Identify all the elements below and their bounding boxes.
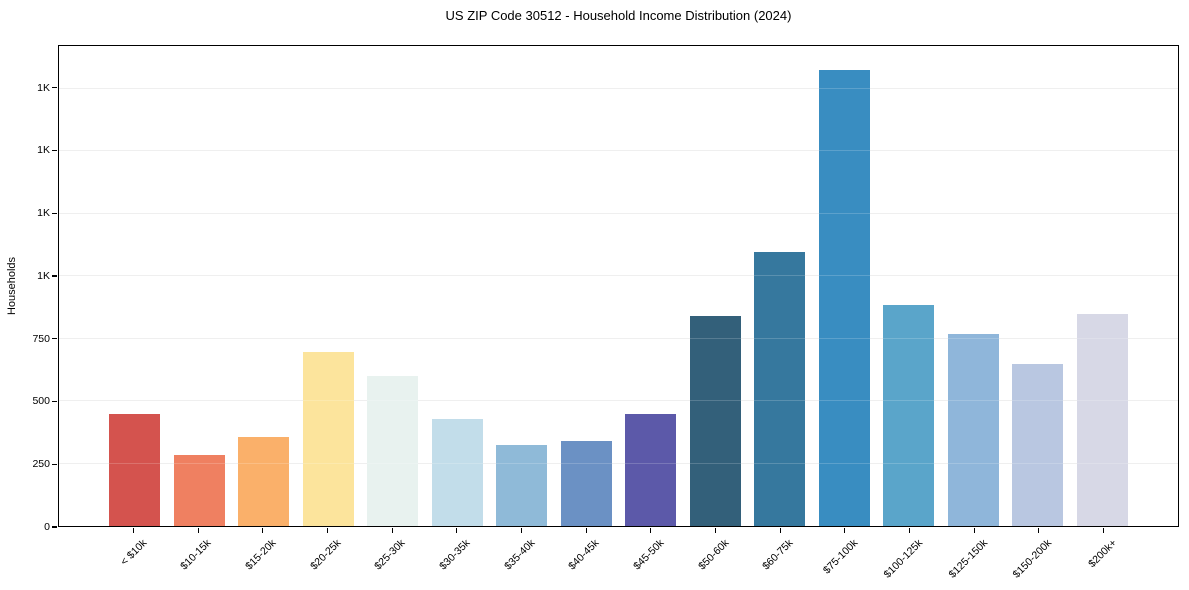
y-tick-mark — [52, 212, 57, 214]
x-tick-mark — [262, 528, 264, 533]
x-tick-mark — [779, 528, 781, 533]
y-tick-label: 1K — [37, 269, 50, 282]
chart-title: US ZIP Code 30512 - Household Income Dis… — [445, 8, 792, 23]
y-tick-mark — [52, 526, 57, 528]
bar — [689, 316, 741, 526]
x-tick-mark — [908, 528, 911, 533]
x-tick-mark — [1102, 528, 1105, 533]
x-tick-mark — [714, 528, 717, 533]
y-tick-mark — [52, 463, 57, 465]
y-tick-mark — [52, 87, 57, 89]
bar — [560, 441, 612, 526]
y-tick-mark — [52, 275, 57, 277]
bar — [818, 69, 870, 526]
x-tick-label: $15-20k — [243, 537, 279, 573]
x-tick-label: $125-150k — [946, 537, 990, 581]
gridline — [59, 462, 1178, 464]
y-tick-label: 250 — [32, 458, 50, 471]
x-tick-mark — [520, 528, 523, 533]
x-tick-label: $40-45k — [566, 537, 602, 573]
y-tick-label: 500 — [32, 395, 50, 408]
y-tick-mark — [52, 149, 57, 152]
x-tick-label: $30-35k — [437, 537, 473, 573]
y-tick-label: 1K — [37, 207, 50, 220]
y-tick-label: 750 — [32, 332, 50, 345]
x-tick-label: $45-50k — [631, 537, 667, 573]
x-tick-label: $10-15k — [178, 537, 214, 573]
x-tick-label: $75-100k — [820, 537, 861, 577]
y-tick-label: 1K — [37, 81, 50, 94]
gridline — [59, 150, 1178, 151]
x-tick-label: $150-200k — [1010, 537, 1055, 581]
x-tick-label: $50-60k — [695, 537, 731, 573]
y-tick-mark — [52, 338, 57, 340]
x-axis: < $10k $10-15k $15-20k $20-25k $25-30k $30-35… — [58, 527, 1179, 589]
gridline — [59, 337, 1178, 339]
y-tick-label: 0 — [44, 521, 50, 533]
x-tick-label: < $10k — [117, 537, 149, 568]
bar — [238, 437, 290, 526]
bar — [109, 413, 160, 526]
x-tick-mark — [1038, 528, 1040, 533]
x-tick-label: $100-125k — [881, 537, 925, 581]
bar — [1012, 363, 1064, 526]
x-tick-mark — [456, 528, 458, 533]
bar — [302, 352, 354, 526]
y-axis: 0 250 500 750 1K 1K 1K 1K — [0, 45, 50, 533]
x-tick-mark — [197, 528, 199, 533]
x-tick-mark — [844, 528, 846, 533]
bar — [625, 413, 677, 526]
y-tick-label: 1K — [37, 144, 50, 157]
bar — [431, 418, 483, 526]
bar — [1076, 313, 1128, 526]
bar — [496, 444, 548, 526]
y-tick-mark — [52, 400, 57, 403]
x-tick-mark — [326, 528, 329, 533]
bar — [947, 333, 999, 526]
x-tick-mark — [585, 528, 587, 533]
x-tick-label: $25-30k — [372, 537, 408, 573]
bar — [883, 304, 935, 526]
bar — [367, 376, 419, 526]
bar — [173, 454, 225, 526]
x-tick-mark — [391, 528, 393, 533]
x-tick-label: $200k+ — [1085, 537, 1119, 571]
x-tick-label: $35-40k — [501, 537, 537, 573]
bar — [754, 252, 806, 526]
x-tick-label: $60-75k — [760, 537, 796, 573]
gridline — [59, 275, 1178, 276]
x-tick-mark — [132, 528, 135, 533]
x-tick-mark — [650, 528, 652, 533]
x-tick-mark — [973, 528, 975, 533]
plot-area — [58, 45, 1179, 527]
bar-series — [59, 46, 1178, 526]
gridline — [59, 87, 1178, 89]
gridline — [59, 400, 1178, 401]
x-tick-label: $20-25k — [307, 537, 343, 573]
gridline — [59, 212, 1178, 214]
